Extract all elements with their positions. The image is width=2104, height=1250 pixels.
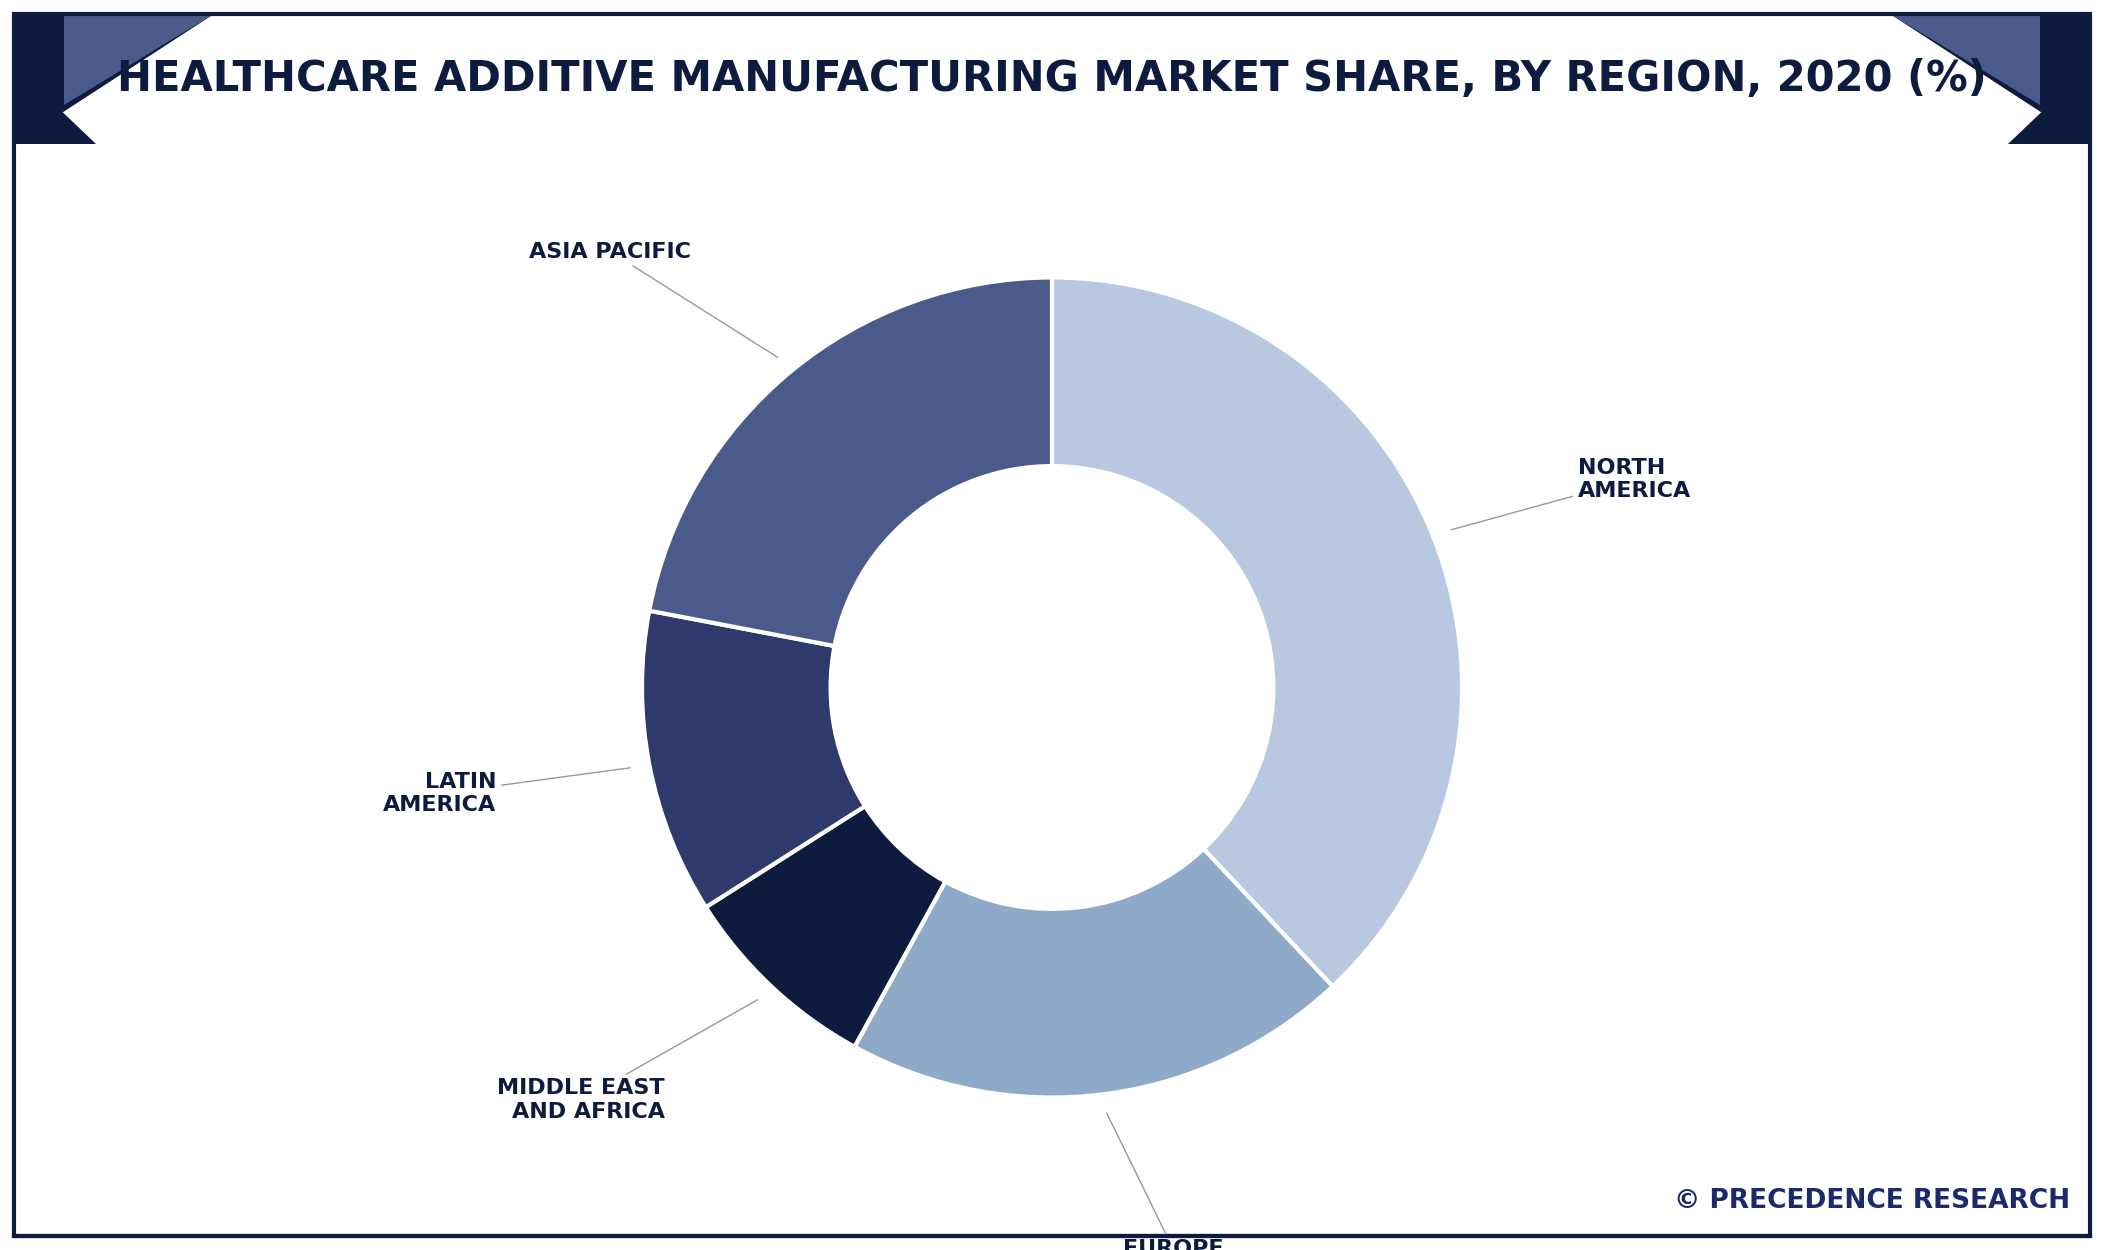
Polygon shape [63,14,215,105]
Wedge shape [705,806,945,1046]
Polygon shape [1889,14,2089,144]
Polygon shape [15,14,215,144]
Text: © PRECEDENCE RESEARCH: © PRECEDENCE RESEARCH [1675,1188,2070,1214]
Wedge shape [854,849,1332,1098]
Text: HEALTHCARE ADDITIVE MANUFACTURING MARKET SHARE, BY REGION, 2020 (%): HEALTHCARE ADDITIVE MANUFACTURING MARKET… [118,58,1986,100]
Bar [15,14,2089,144]
Wedge shape [1052,278,1462,986]
Text: EUROPE: EUROPE [1107,1112,1222,1250]
Text: MIDDLE EAST
AND AFRICA: MIDDLE EAST AND AFRICA [497,1000,757,1121]
Polygon shape [27,14,2077,144]
Text: LATIN
AMERICA: LATIN AMERICA [383,768,631,815]
Polygon shape [1889,14,2041,105]
Wedge shape [642,611,865,908]
Text: NORTH
AMERICA: NORTH AMERICA [1452,458,1692,530]
Wedge shape [650,278,1052,646]
Text: ASIA PACIFIC: ASIA PACIFIC [530,241,778,358]
